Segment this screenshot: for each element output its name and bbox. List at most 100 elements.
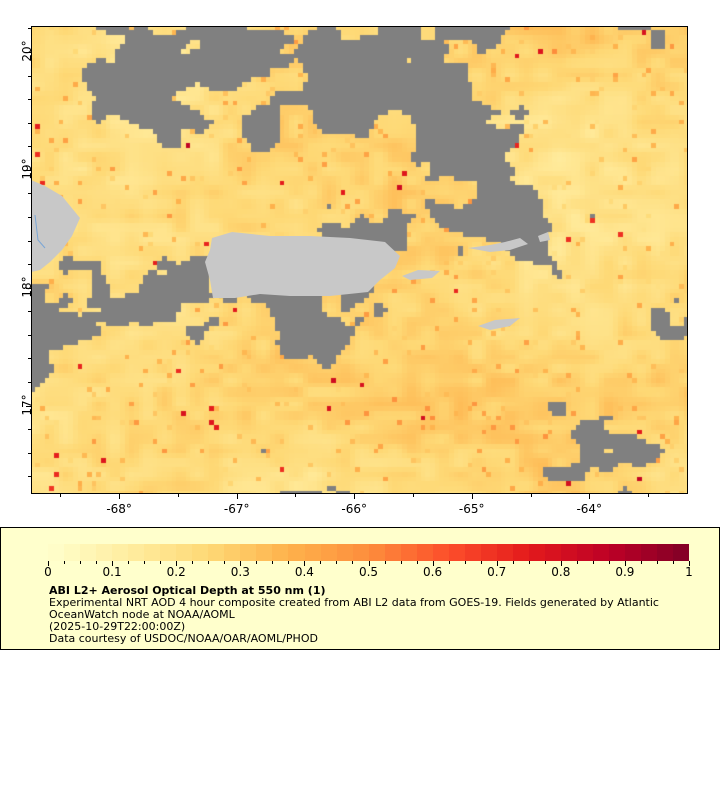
colorbar-tick (208, 561, 210, 564)
colorbar-tick-label: 0.9 (615, 565, 635, 579)
colorbar-tick (368, 561, 370, 566)
lat-minor-tick (28, 146, 31, 148)
lat-minor-tick (28, 311, 31, 313)
colorbar-swatch (80, 544, 97, 561)
colorbar-tick (672, 561, 674, 564)
lon-tick (119, 494, 121, 499)
colorbar-swatch (192, 544, 209, 561)
colorbar-tick (176, 561, 178, 566)
colorbar-tick-label: 0.6 (423, 565, 443, 579)
colorbar-tick (96, 561, 98, 564)
colorbar-tick (48, 561, 49, 566)
colorbar-swatch (544, 544, 561, 561)
colorbar-tick (240, 561, 242, 566)
colorbar-tick (400, 561, 402, 564)
colorbar-tick (528, 561, 530, 564)
land-small-island (538, 232, 550, 242)
land-hispaniola (31, 180, 80, 272)
legend-title: ABI L2+ Aerosol Optical Depth at 550 nm … (49, 584, 326, 597)
colorbar-swatch (577, 544, 594, 561)
colorbar-swatch (352, 544, 369, 561)
colorbar-swatch (432, 544, 449, 561)
colorbar-tick (128, 561, 130, 564)
land-vieques (402, 270, 440, 280)
map-frame (31, 26, 688, 494)
colorbar-tick (144, 561, 146, 564)
colorbar-swatch (240, 544, 257, 561)
lon-tick-label: -67° (223, 502, 250, 516)
lat-minor-tick (28, 28, 31, 30)
lat-tick (26, 287, 31, 289)
lat-minor-tick (28, 452, 31, 454)
lat-tick (26, 51, 31, 53)
colorbar-tick (480, 561, 482, 564)
colorbar-tick (689, 561, 690, 566)
colorbar-tick (608, 561, 610, 564)
colorbar-tick-label: 0.3 (230, 565, 250, 579)
lon-tick (589, 494, 591, 499)
lat-minor-tick (28, 334, 31, 336)
colorbar-tick-label: 0.2 (166, 565, 186, 579)
colorbar-swatch (448, 544, 465, 561)
colorbar-tick (256, 561, 258, 564)
lon-minor-tick (295, 494, 297, 497)
colorbar-swatch (657, 544, 674, 561)
colorbar-tick (416, 561, 418, 564)
colorbar-swatch (512, 544, 529, 561)
colorbar-swatch (480, 544, 497, 561)
lon-tick (236, 494, 238, 499)
colorbar-tick (624, 561, 626, 566)
lon-tick-label: -64° (576, 502, 603, 516)
land-st-croix (478, 318, 520, 330)
lon-tick (354, 494, 356, 499)
colorbar-swatch (320, 544, 337, 561)
colorbar-swatch (272, 544, 289, 561)
colorbar-tick (336, 561, 338, 564)
colorbar-swatch (561, 544, 578, 561)
colorbar-swatch (208, 544, 225, 561)
lat-minor-tick (28, 358, 31, 360)
river (34, 214, 46, 249)
legend-description-1: Experimental NRT AOD 4 hour composite cr… (49, 596, 659, 609)
colorbar-tick (512, 561, 514, 564)
land-layer (31, 180, 550, 330)
colorbar-swatch (288, 544, 305, 561)
lat-tick-label: 18° (20, 276, 34, 298)
lon-minor-tick (60, 494, 62, 497)
colorbar-tick (560, 561, 562, 566)
lat-tick-label: 17° (20, 393, 34, 416)
colorbar-tick (576, 561, 578, 564)
legend-description-2: OceanWatch node at NOAA/AOML (49, 608, 235, 621)
colorbar-swatch (96, 544, 113, 561)
colorbar-swatch (384, 544, 401, 561)
colorbar-tick (432, 561, 434, 566)
colorbar-tick (592, 561, 594, 564)
colorbar-tick (80, 561, 82, 564)
colorbar-swatch (176, 544, 193, 561)
colorbar-swatch (256, 544, 273, 561)
lat-minor-tick (28, 216, 31, 218)
lon-minor-tick (530, 494, 532, 497)
colorbar-tick (224, 561, 226, 564)
lon-minor-tick (648, 494, 650, 497)
legend-panel: 0 0.1 0.2 0.3 0.4 0.5 0.6 0.7 0.8 0.9 1 ABI L2+ Ae… (0, 527, 720, 650)
colorbar-tick (160, 561, 162, 564)
colorbar-tick (272, 561, 274, 564)
colorbar-tick-label: 0.7 (487, 565, 507, 579)
lat-minor-tick (28, 429, 31, 431)
colorbar-swatch (496, 544, 513, 561)
colorbar-swatch (528, 544, 545, 561)
colorbar-tick (464, 561, 466, 564)
legend-time: (2025-10-29T22:00:00Z) (49, 620, 186, 633)
lat-tick-label: 19° (20, 158, 34, 180)
lon-minor-tick (177, 494, 179, 497)
colorbar-tick (288, 561, 290, 564)
lat-minor-tick (28, 193, 31, 195)
colorbar-swatch (128, 544, 145, 561)
lat-tick (26, 405, 31, 407)
colorbar-swatch (593, 544, 610, 561)
legend-credit: Data courtesy of USDOC/NOAA/OAR/AOML/PHO… (49, 632, 318, 645)
colorbar-tick (544, 561, 546, 564)
lat-minor-tick (28, 99, 31, 101)
colorbar-swatch (64, 544, 81, 561)
